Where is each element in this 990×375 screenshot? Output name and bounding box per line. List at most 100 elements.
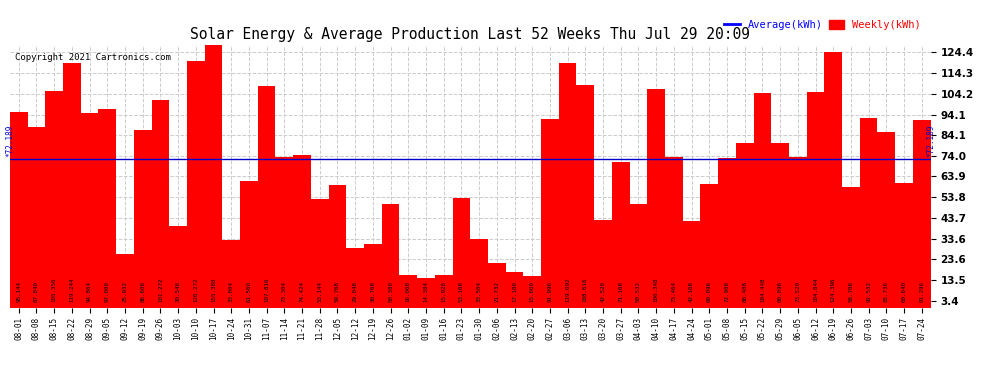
Text: 107.816: 107.816	[264, 278, 269, 302]
Text: 60.640: 60.640	[902, 281, 907, 302]
Bar	[151, 100, 169, 308]
Text: 85.736: 85.736	[884, 281, 889, 302]
Title: Solar Energy & Average Production Last 52 Weeks Thu Jul 29 20:09: Solar Energy & Average Production Last 5…	[190, 27, 750, 42]
Text: 101.272: 101.272	[157, 278, 163, 302]
Bar	[10, 112, 28, 308]
Text: 15.928: 15.928	[442, 281, 446, 302]
Bar	[825, 53, 842, 308]
Bar	[98, 109, 116, 308]
Bar	[169, 226, 187, 308]
Text: 58.708: 58.708	[848, 281, 853, 302]
Text: 80.408: 80.408	[742, 281, 747, 302]
Text: 42.168: 42.168	[689, 281, 694, 302]
Bar	[524, 276, 542, 308]
Text: 91.996: 91.996	[547, 281, 552, 302]
Text: 15.600: 15.600	[530, 281, 535, 302]
Bar	[311, 198, 329, 308]
Text: 91.296: 91.296	[920, 281, 925, 302]
Bar	[895, 183, 913, 308]
Text: 87.840: 87.840	[34, 281, 39, 302]
Bar	[683, 221, 700, 308]
Bar	[753, 93, 771, 308]
Bar	[789, 157, 807, 308]
Text: 14.384: 14.384	[424, 281, 429, 302]
Bar	[612, 162, 630, 308]
Text: 25.932: 25.932	[123, 281, 128, 302]
Text: 155.388: 155.388	[211, 278, 216, 302]
Bar	[134, 130, 151, 308]
Bar	[859, 118, 877, 308]
Bar	[558, 63, 576, 308]
Bar	[452, 198, 470, 308]
Text: 16.068: 16.068	[406, 281, 411, 302]
Bar	[877, 132, 895, 308]
Text: 33.004: 33.004	[229, 281, 234, 302]
Bar	[116, 254, 134, 308]
Text: 104.448: 104.448	[760, 278, 765, 302]
Bar	[187, 61, 205, 308]
Bar	[346, 248, 364, 308]
Bar	[506, 272, 524, 308]
Bar	[470, 239, 488, 308]
Text: 80.096: 80.096	[777, 281, 783, 302]
Text: 73.304: 73.304	[282, 281, 287, 302]
Bar	[736, 142, 753, 308]
Text: 86.608: 86.608	[141, 281, 146, 302]
Bar	[771, 143, 789, 308]
Text: 71.168: 71.168	[618, 281, 624, 302]
Bar	[913, 120, 931, 308]
Bar	[630, 204, 647, 308]
Bar	[488, 263, 506, 308]
Bar	[205, 0, 223, 308]
Bar	[399, 274, 417, 308]
Text: 73.520: 73.520	[795, 281, 800, 302]
Text: 50.532: 50.532	[636, 281, 641, 302]
Bar	[329, 185, 346, 308]
Bar	[594, 220, 612, 308]
Bar	[223, 240, 241, 308]
Text: Copyright 2021 Cartronics.com: Copyright 2021 Cartronics.com	[15, 53, 170, 62]
Text: 95.144: 95.144	[16, 281, 21, 302]
Text: 105.356: 105.356	[51, 278, 56, 302]
Bar	[364, 244, 382, 308]
Bar	[28, 128, 46, 308]
Text: 108.616: 108.616	[583, 278, 588, 302]
Text: 94.864: 94.864	[87, 281, 92, 302]
Text: *72.189: *72.189	[926, 125, 936, 158]
Bar	[576, 85, 594, 308]
Bar	[382, 204, 399, 308]
Text: *72.189: *72.189	[5, 125, 15, 158]
Text: 50.380: 50.380	[388, 281, 393, 302]
Bar	[240, 181, 257, 308]
Bar	[275, 157, 293, 308]
Bar	[807, 93, 825, 308]
Bar	[46, 92, 63, 308]
Bar	[293, 155, 311, 308]
Bar	[842, 187, 859, 308]
Text: 33.504: 33.504	[476, 281, 481, 302]
Text: 21.732: 21.732	[494, 281, 499, 302]
Text: 124.396: 124.396	[831, 278, 836, 302]
Bar	[435, 275, 452, 308]
Bar	[647, 89, 665, 308]
Text: 61.560: 61.560	[247, 281, 251, 302]
Bar	[63, 63, 81, 308]
Text: 17.180: 17.180	[512, 281, 517, 302]
Bar	[257, 86, 275, 308]
Text: 106.348: 106.348	[653, 278, 658, 302]
Bar	[542, 119, 558, 308]
Text: 92.532: 92.532	[866, 281, 871, 302]
Bar	[718, 158, 736, 308]
Text: 104.844: 104.844	[813, 278, 818, 302]
Text: 60.096: 60.096	[707, 281, 712, 302]
Text: 42.520: 42.520	[601, 281, 606, 302]
Text: 53.168: 53.168	[459, 281, 464, 302]
Legend: Average(kWh), Weekly(kWh): Average(kWh), Weekly(kWh)	[720, 16, 926, 34]
Text: 74.424: 74.424	[300, 281, 305, 302]
Text: 119.092: 119.092	[565, 278, 570, 302]
Text: 97.000: 97.000	[105, 281, 110, 302]
Bar	[81, 113, 98, 308]
Text: 120.272: 120.272	[193, 278, 198, 302]
Bar	[700, 184, 718, 308]
Text: 72.908: 72.908	[725, 281, 730, 302]
